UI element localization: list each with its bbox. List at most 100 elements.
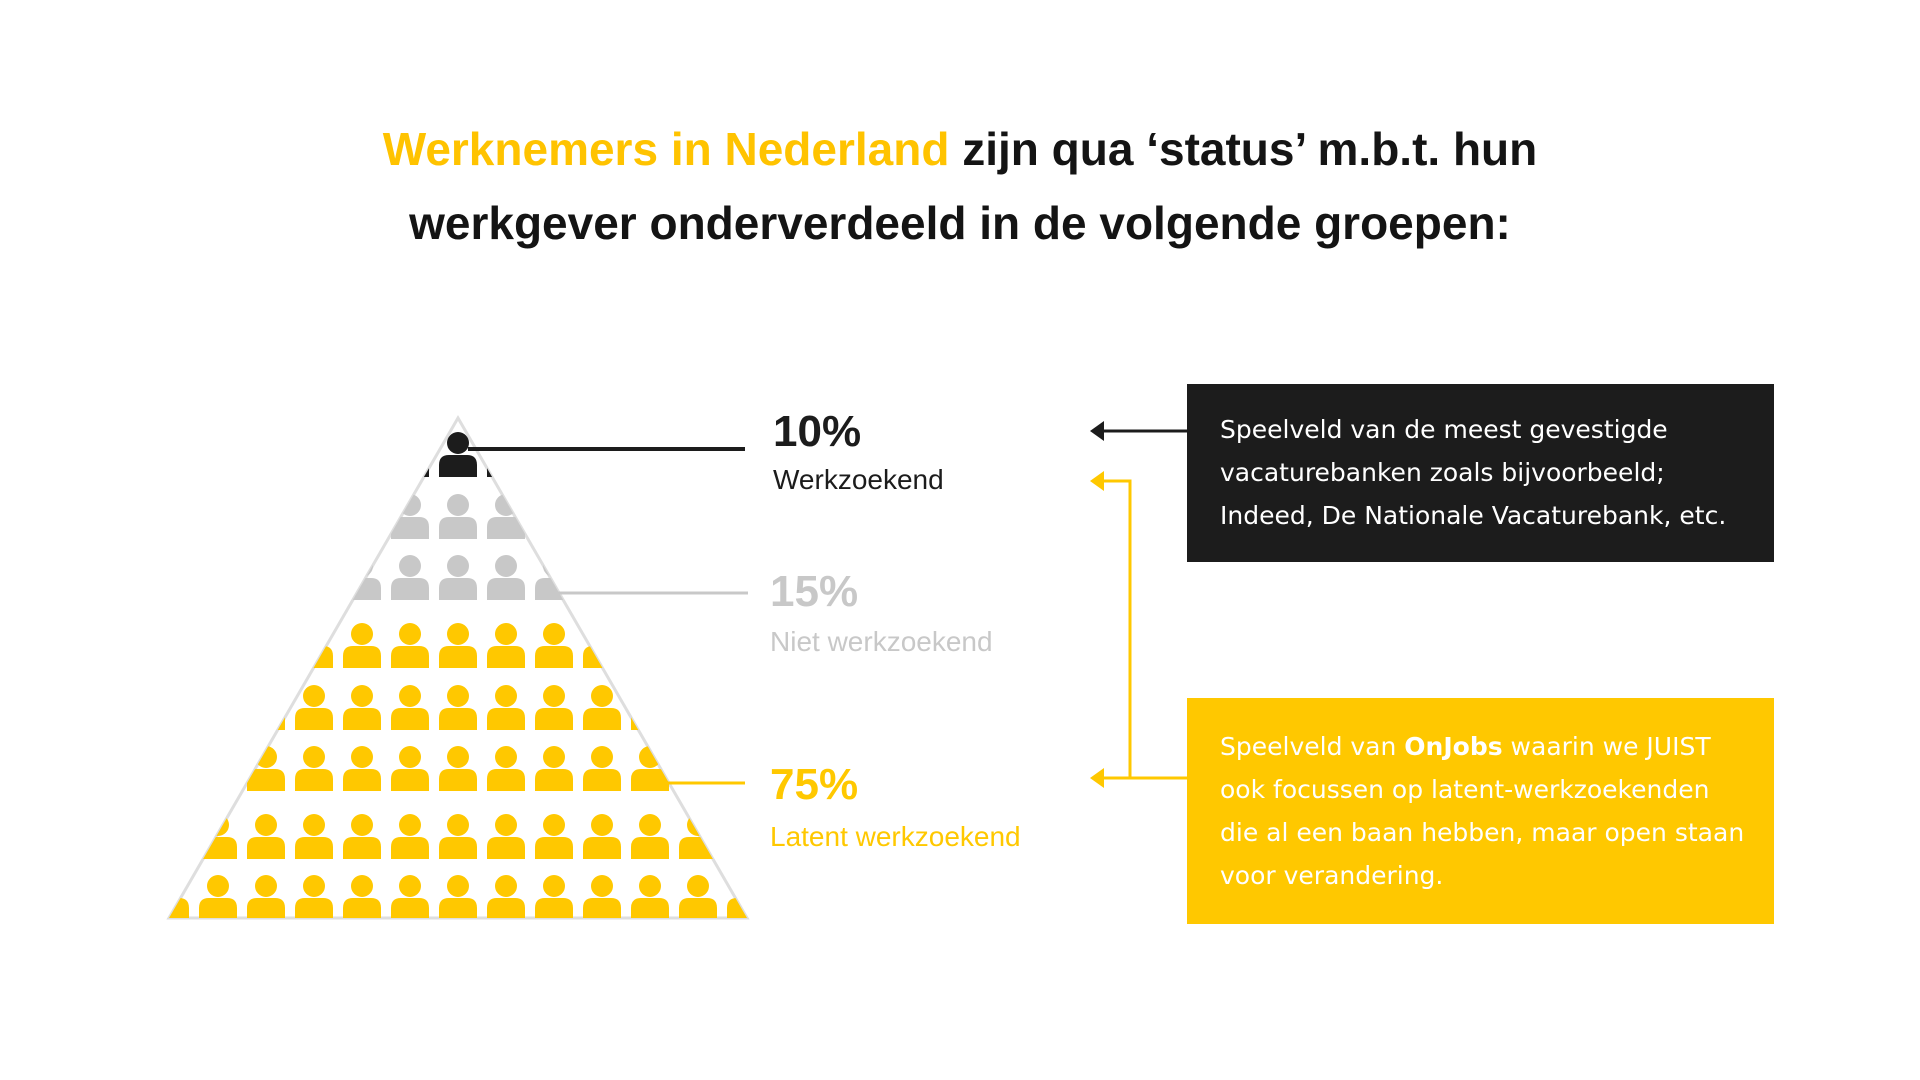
person-icon-part [447,685,469,707]
person-icon-part [247,769,285,791]
bracket-line [1100,479,1132,780]
person-icon-part [169,898,189,918]
person-icon-part [543,875,565,897]
person-icon-part [295,898,333,918]
person-icon-part [591,875,613,897]
group-percent: 75% [770,760,858,809]
person-icon-part [583,769,621,791]
person-icon-part [439,646,477,668]
person-icon-part [583,708,621,730]
person-icon-part [303,875,325,897]
person-icon-part [303,814,325,836]
person-icon-part [679,898,717,918]
group-label: Latent werkzoekend [770,821,1021,852]
arrow-head [1090,768,1104,788]
title: Werknemers in Nederland zijn qua ‘status… [0,112,1920,260]
group-label: Werkzoekend [773,464,944,495]
person-icon-part [439,837,477,859]
person-icon-part [399,432,421,454]
person-icon-part [447,623,469,645]
person-icon-part [535,708,573,730]
box-text: waarin we JUIST [1502,732,1711,761]
arrows [1090,421,1187,788]
person-icon-part [391,517,429,539]
box-text: Speelveld van [1220,732,1405,761]
group-percent: 15% [770,567,858,616]
person-icon-part [351,875,373,897]
person-icon-part [391,898,429,918]
person-icon-part [439,769,477,791]
person-icon-part [487,837,525,859]
person-icon-part [391,455,429,477]
person-icon-part [495,746,517,768]
person-icon-part [639,875,661,897]
arrow-head [1090,421,1104,441]
person-icon-part [535,646,573,668]
brand-name: OnJobs [1404,732,1503,761]
person-icon-part [391,769,429,791]
arrow-head [1090,471,1104,491]
person-icon-part [447,814,469,836]
box-line: Speelveld van de meest gevestigde [1220,415,1668,444]
person-icon-part [343,708,381,730]
person-icon-part [583,837,621,859]
person-icon-part [255,875,277,897]
person-icon-part [247,837,285,859]
person-icon-part [535,837,573,859]
person-icon-part [495,685,517,707]
person-icon-part [343,837,381,859]
person-icon-part [391,837,429,859]
person-icon-part [639,814,661,836]
person-icon-part [295,708,333,730]
person-icon-part [391,646,429,668]
person-icon-part [439,455,477,477]
person-icon-part [487,578,525,600]
person-icon-part [447,746,469,768]
person-icon-part [207,875,229,897]
person-icon-part [543,814,565,836]
box-line: Indeed, De Nationale Vacaturebank, etc. [1220,501,1727,530]
person-icon-part [495,875,517,897]
group-percent: 10% [773,407,861,456]
person-icon-part [255,814,277,836]
person-icon-part [495,555,517,577]
box-line: ook focussen op latent-werkzoekenden [1220,775,1710,804]
person-icon-part [295,837,333,859]
person-icon-part [495,814,517,836]
person-icon-part [535,898,573,918]
person-icon-part [303,746,325,768]
person-icon-part [247,898,285,918]
person-icon-part [351,685,373,707]
person-icon-part [591,746,613,768]
person-icon-part [447,555,469,577]
person-icon-part [631,898,669,918]
person-icon-part [351,623,373,645]
person-icon-part [631,769,669,791]
person-icon-part [727,898,747,918]
person-icon-part [487,898,525,918]
person-icon-part [591,685,613,707]
person-icon-part [399,875,421,897]
person-icon-part [303,685,325,707]
info-box: Speelveld van OnJobs waarin we JUIST ook… [1187,698,1774,924]
person-icon-part [439,517,477,539]
person-icon-part [343,769,381,791]
person-icon-part [487,517,525,539]
person-icon-part [351,746,373,768]
person-icon-part [343,646,381,668]
person-icon-part [735,875,747,897]
title-line: Werknemers in Nederland zijn qua ‘status… [0,112,1920,186]
person-icon-part [591,623,613,645]
person-icon-part [583,898,621,918]
person-icon-part [687,875,709,897]
title-highlight: Werknemers in Nederland [382,123,950,175]
person-icon-part [399,685,421,707]
person-icon-part [303,623,325,645]
box-line: die al een baan hebben, maar open staan [1220,818,1745,847]
person-icon-part [591,814,613,836]
box-line: vacaturebanken zoals bijvoorbeeld; [1220,458,1665,487]
person-icon-part [169,875,181,897]
box-line: Speelveld van OnJobs waarin we JUIST [1220,725,1774,768]
person-icon-part [487,455,525,477]
